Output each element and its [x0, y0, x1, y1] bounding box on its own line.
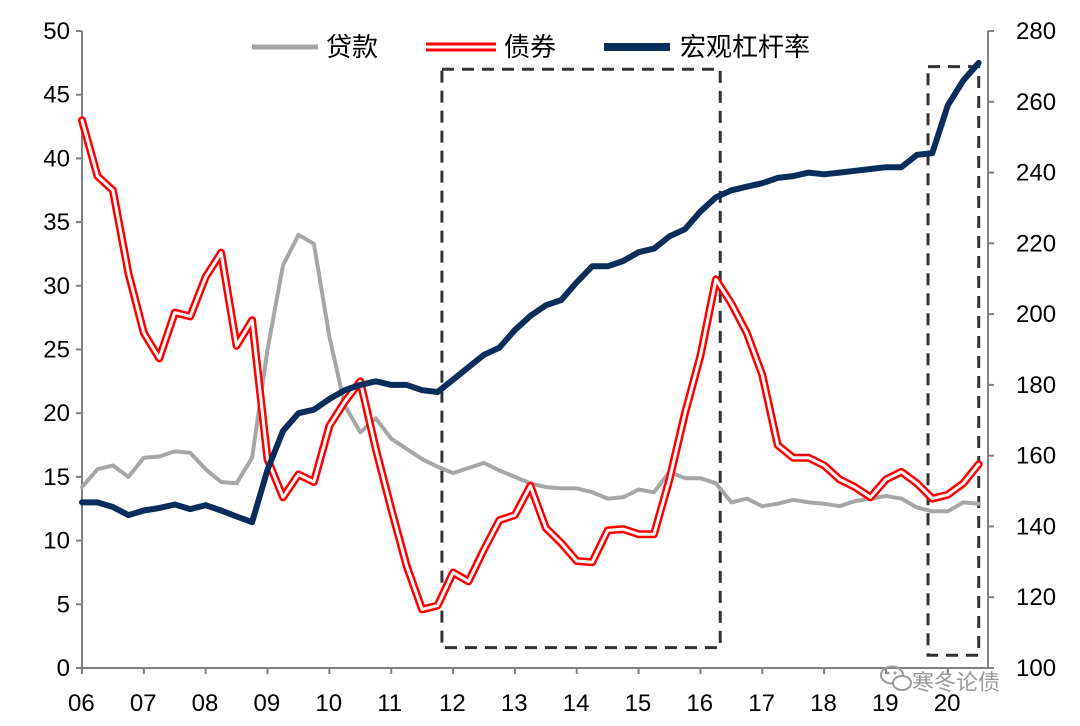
right-tick-label: 120: [1016, 584, 1056, 611]
right-tick-label: 260: [1016, 89, 1056, 116]
left-tick-label: 15: [43, 464, 70, 491]
x-tick-label: 10: [315, 690, 342, 717]
x-tick-label: 20: [934, 690, 961, 717]
watermark-text: 寒冬论债: [912, 671, 1000, 696]
left-tick-label: 0: [57, 655, 70, 682]
left-tick-label: 35: [43, 209, 70, 236]
legend-label-bond: 债券: [504, 33, 556, 63]
x-tick-label: 17: [748, 690, 775, 717]
left-tick-label: 40: [43, 145, 70, 172]
left-tick-label: 10: [43, 528, 70, 555]
x-tick-label: 15: [625, 690, 652, 717]
right-tick-label: 280: [1016, 18, 1056, 45]
right-tick-label: 100: [1016, 655, 1056, 682]
x-tick-label: 12: [439, 690, 466, 717]
right-tick-label: 220: [1016, 230, 1056, 257]
highlight-box-2: [926, 65, 981, 657]
left-tick-label: 50: [43, 18, 70, 45]
right-tick-label: 180: [1016, 372, 1056, 399]
wechat-icon: [880, 665, 912, 691]
x-tick-label: 14: [563, 690, 590, 717]
x-tick-label: 11: [377, 690, 402, 717]
x-tick-label: 06: [68, 690, 95, 717]
x-tick-label: 07: [130, 690, 157, 717]
series-loan-line: [80, 232, 981, 514]
watermark: 寒冬论债: [880, 665, 1000, 696]
series-bond-inner-line: [80, 118, 981, 611]
series-macro-leverage-line: [79, 59, 982, 526]
x-tick-label: 18: [810, 690, 837, 717]
right-tick-label: 160: [1016, 443, 1056, 470]
x-tick-label: 19: [872, 690, 899, 717]
right-tick-label: 200: [1016, 301, 1056, 328]
right-tick-label: 140: [1016, 513, 1056, 540]
left-tick-label: 45: [43, 82, 70, 109]
left-tick-label: 25: [43, 337, 70, 364]
x-tick-label: 16: [686, 690, 713, 717]
legend-label-leverage: 宏观杠杆率: [680, 33, 810, 63]
right-tick-label: 240: [1016, 160, 1056, 187]
legend-label-loan: 贷款: [326, 33, 378, 63]
x-tick-label: 13: [501, 690, 528, 717]
series-bond-outer-line: [78, 116, 983, 614]
plot-layer: 0 5 10 15 20 25 30 35 40 45 50 100 120 140 160 180 200 22…: [43, 18, 1056, 717]
x-tick-label: 08: [192, 690, 219, 717]
x-tick-label: 09: [254, 690, 281, 717]
highlight-box-1: [440, 67, 722, 650]
left-tick-label: 30: [43, 273, 70, 300]
legend: 贷款 债券 宏观杠杆率: [252, 33, 810, 63]
left-tick-label: 5: [57, 591, 70, 618]
left-tick-label: 20: [43, 400, 70, 427]
